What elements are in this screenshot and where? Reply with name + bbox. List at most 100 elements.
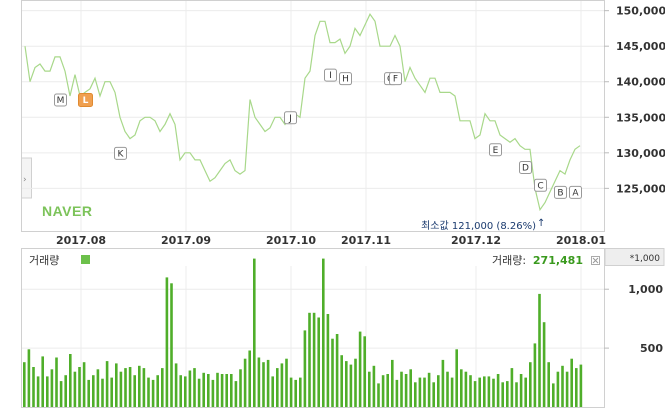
volume-bar: [55, 357, 58, 407]
volume-bar: [262, 362, 265, 407]
volume-bar: [179, 375, 182, 407]
volume-bar: [372, 365, 376, 407]
event-marker-a: A: [569, 185, 582, 199]
volume-bar: [73, 371, 77, 407]
volume-bar: [368, 371, 371, 407]
volume-bar: [381, 375, 385, 407]
volume-bar: [82, 362, 86, 407]
volume-bar: [207, 374, 210, 407]
event-marker-label: H: [342, 75, 349, 85]
event-marker-label: C: [537, 181, 543, 191]
event-marker-box: [389, 72, 402, 86]
volume-bar: [303, 330, 307, 407]
close-icon-glyph: [592, 257, 599, 264]
volume-bar: [317, 317, 320, 407]
volume-bar: [308, 312, 311, 407]
volume-bar: [266, 359, 270, 407]
sidebar-toggle-handle[interactable]: [21, 157, 32, 199]
volume-bars: [23, 258, 583, 407]
volume-bar: [142, 368, 146, 407]
volume-bar: [299, 377, 302, 407]
volume-bar: [418, 377, 422, 407]
volume-bar: [161, 368, 164, 407]
event-marker-label: I: [329, 71, 332, 81]
x-tick-label: 2018.01: [556, 234, 606, 247]
volume-bar: [409, 369, 412, 407]
event-marker-label: M: [57, 96, 65, 106]
volume-bar: [414, 382, 417, 407]
volume-bar: [519, 374, 523, 407]
volume-bar: [64, 375, 67, 407]
price-y-tick-label: 140,000: [616, 76, 665, 89]
volume-bar: [561, 365, 564, 407]
volume-bar: [432, 382, 435, 407]
event-marker-m: M: [54, 93, 67, 107]
volume-legend-swatch: [81, 255, 90, 264]
volume-bar: [473, 381, 477, 407]
volume-bar: [119, 371, 123, 407]
event-marker-d: D: [519, 161, 532, 175]
event-marker-label: B: [557, 188, 563, 198]
chevron-right-icon: ›: [23, 175, 27, 185]
volume-bar: [487, 376, 491, 407]
volume-bar: [483, 376, 486, 407]
volume-bar: [216, 372, 219, 407]
event-marker-label: K: [118, 149, 125, 159]
volume-bar: [312, 312, 316, 407]
volume-bar: [538, 293, 541, 407]
volume-bar: [552, 383, 555, 407]
volume-bar: [41, 356, 44, 407]
volume-bar: [96, 369, 100, 407]
volume-bar: [391, 359, 394, 407]
volume-bar: [101, 378, 104, 407]
volume-bar: [128, 367, 132, 407]
price-line: [24, 13, 581, 212]
event-marker-label: D: [522, 164, 529, 174]
volume-bar: [170, 283, 173, 407]
volume-bar: [542, 322, 546, 407]
event-marker-c: C: [534, 178, 547, 192]
volume-y-axis: 1,000 500: [628, 283, 663, 355]
event-marker-box: [569, 185, 582, 199]
volume-bar: [501, 382, 504, 407]
volume-bar: [547, 362, 550, 407]
price-y-tick-label: 150,000: [616, 5, 665, 18]
volume-bar: [565, 371, 569, 407]
volume-bar: [78, 367, 81, 407]
x-tick-label: 2017.09: [161, 234, 211, 247]
price-y-tick-label: 130,000: [616, 147, 665, 160]
price-y-tick-label: 145,000: [616, 40, 665, 53]
event-marker-label: J: [288, 114, 292, 124]
volume-bar: [437, 375, 440, 407]
volume-bar: [50, 369, 54, 407]
volume-bar: [234, 381, 238, 407]
volume-bar: [345, 361, 348, 407]
event-marker-label: A: [572, 188, 579, 198]
volume-bar: [575, 368, 578, 407]
volume-bar: [193, 368, 196, 407]
volume-bar: [197, 378, 201, 407]
event-marker-l: L: [78, 93, 93, 108]
volume-bar: [515, 382, 518, 407]
event-marker-b: B: [554, 185, 567, 199]
volume-bar: [151, 379, 155, 407]
event-marker-h: H: [339, 72, 352, 86]
naver-logo: NAVER: [42, 203, 92, 219]
volume-bar: [92, 375, 95, 407]
volume-bar: [271, 376, 274, 407]
volume-bar: [326, 314, 330, 407]
volume-bar: [133, 375, 136, 407]
volume-bar: [165, 277, 169, 407]
volume-unit-box: [604, 248, 665, 266]
volume-bar: [404, 374, 408, 407]
volume-bar: [524, 377, 527, 407]
volume-current-label: 거래량:: [492, 254, 526, 267]
volume-bar: [363, 336, 366, 407]
volume-unit-label: *1,000: [630, 254, 661, 264]
volume-bar: [400, 371, 403, 407]
volume-bar: [184, 376, 187, 407]
event-marker-box: [78, 93, 93, 108]
volume-bar: [556, 371, 560, 407]
price-y-tick-label: 135,000: [616, 111, 665, 124]
